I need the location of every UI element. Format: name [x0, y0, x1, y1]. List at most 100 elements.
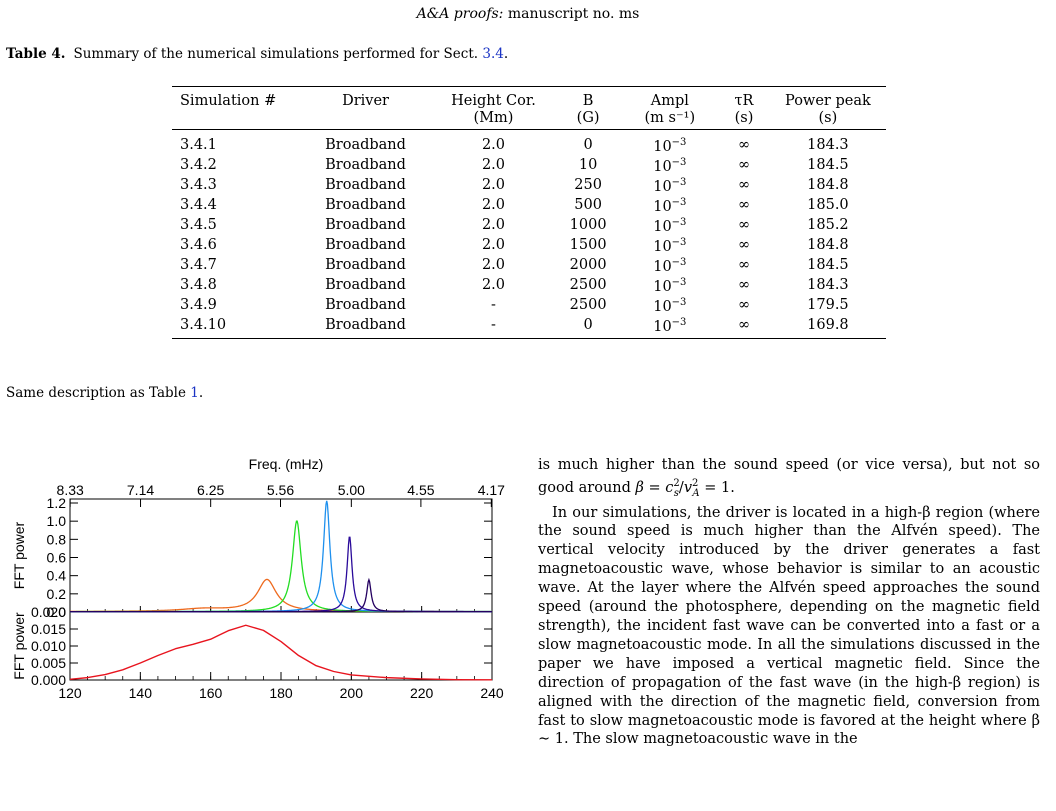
table-note: Same description as Table 1. — [6, 385, 203, 401]
table-cell: 3.4.4 — [180, 197, 217, 213]
table-cell: 1000 — [569, 217, 607, 233]
table-cell: ∞ — [737, 297, 751, 313]
top-y-tick-label: 0.4 — [47, 568, 67, 584]
table-cell: - — [491, 297, 496, 313]
text-column: is much higher than the sound speed (or … — [538, 456, 1040, 749]
table-cell: 10−3 — [653, 217, 687, 235]
table-row: 3.4.3 Broadband 2.0 250 10−3 ∞ 184.8 — [172, 175, 886, 195]
bottom-y-axis-label: FFT power — [11, 612, 27, 680]
top-y-tick-label: 0.0 — [47, 604, 67, 620]
column-header: τR (s) — [718, 87, 770, 130]
table-cell: 2.0 — [481, 237, 506, 253]
table-cell: 184.3 — [807, 137, 849, 153]
table-cell: 10−3 — [653, 137, 687, 155]
table-note-period: . — [198, 385, 204, 401]
table-cell: 10−3 — [653, 177, 687, 195]
table-cell: ∞ — [737, 237, 751, 253]
table-cell: Broadband — [325, 277, 406, 293]
table-cell: 250 — [574, 177, 602, 193]
section-link[interactable]: 3.4 — [482, 46, 504, 62]
table-cell: Broadband — [325, 237, 406, 253]
table-cell: Broadband — [325, 197, 406, 213]
table-caption-text: Summary of the numerical simulations per… — [73, 46, 479, 62]
manuscript-number: manuscript no. ms — [507, 6, 640, 22]
column-header-unit: (G) — [576, 110, 600, 126]
table-cell: Broadband — [325, 177, 406, 193]
table-cell: 10−3 — [653, 237, 687, 255]
table-cell: 2500 — [569, 297, 607, 313]
period-tick-label: 240 — [480, 685, 504, 701]
caption-period: . — [503, 46, 509, 62]
table-row: 3.4.2 Broadband 2.0 10 10−3 ∞ 184.5 — [172, 155, 886, 175]
column-header-label: Simulation # — [180, 93, 277, 109]
table-cell: 10−3 — [653, 297, 687, 315]
freq-tick-label: 7.14 — [127, 482, 154, 498]
paragraph-2: In our simulations, the driver is locate… — [538, 504, 1040, 748]
table-ref-link[interactable]: 1 — [190, 385, 199, 401]
column-header-unit: (Mm) — [473, 110, 514, 126]
table-cell: 2.0 — [481, 257, 506, 273]
column-header: Driver — [299, 87, 432, 130]
table-cell: 10−3 — [653, 157, 687, 175]
period-tick-label: 200 — [340, 685, 364, 701]
table-cell: 1500 — [569, 237, 607, 253]
table-cell: 0 — [583, 137, 593, 153]
table-cell: 3.4.8 — [180, 277, 217, 293]
bottom-series-line-1 — [69, 624, 493, 681]
table-cell: 10−3 — [653, 197, 687, 215]
top-y-axis-label: FFT power — [11, 521, 27, 589]
running-header: A&A proofs: manuscript no. ms — [0, 6, 1056, 22]
table-cell: 2.0 — [481, 137, 506, 153]
table-cell: Broadband — [325, 217, 406, 233]
bottom-y-tick-label: 0.020 — [31, 604, 66, 620]
simulation-table: Simulation # Driver Height Cor. (Mm) B (G) Amp… — [172, 86, 886, 339]
bottom-y-tick-label: 0.000 — [31, 672, 66, 688]
table-cell: 10−3 — [653, 277, 687, 295]
column-header: B (G) — [555, 87, 622, 130]
table-row: 3.4.8 Broadband 2.0 2500 10−3 ∞ 184.3 — [172, 275, 886, 295]
table-cell: 2500 — [569, 277, 607, 293]
column-header-label: Height Cor. — [451, 93, 536, 109]
journal-name: A&A proofs: — [416, 6, 504, 22]
table-cell: 3.4.7 — [180, 257, 217, 273]
table-caption: Table 4. Summary of the numerical simulat… — [6, 46, 508, 62]
table-cell: 184.5 — [807, 257, 849, 273]
table-note-text: Same description as Table — [6, 385, 186, 401]
bottom-y-tick-label: 0.015 — [31, 621, 66, 637]
table-cell: ∞ — [737, 197, 751, 213]
column-header: Power peak (s) — [770, 87, 886, 130]
table-cell: 10 — [578, 157, 598, 173]
table-cell: 2.0 — [481, 157, 506, 173]
column-header: Simulation # — [172, 87, 299, 130]
column-header-label: Driver — [342, 93, 389, 109]
table-cell: 500 — [574, 197, 602, 213]
table-row: 3.4.5 Broadband 2.0 1000 10−3 ∞ 185.2 — [172, 215, 886, 235]
table-cell: 2000 — [569, 257, 607, 273]
bottom-y-tick-label: 0.010 — [31, 638, 66, 654]
table-cell: ∞ — [737, 177, 751, 193]
table-cell: 0 — [583, 317, 593, 333]
table-cell: 3.4.2 — [180, 157, 217, 173]
table-cell: ∞ — [737, 277, 751, 293]
period-tick-label: 160 — [199, 685, 223, 701]
column-header-unit: (m s⁻¹) — [644, 110, 696, 126]
table-row: 3.4.10 Broadband - 0 10−3 ∞ 169.8 — [172, 315, 886, 339]
freq-tick-label: 5.56 — [267, 482, 294, 498]
table-cell: ∞ — [737, 217, 751, 233]
top-y-tick-label: 1.2 — [47, 495, 67, 511]
table-cell: 3.4.3 — [180, 177, 217, 193]
table-cell: 3.4.5 — [180, 217, 217, 233]
period-tick-label: 140 — [129, 685, 153, 701]
table-cell: 185.2 — [807, 217, 849, 233]
freq-tick-label: 4.55 — [407, 482, 434, 498]
table-row: 3.4.7 Broadband 2.0 2000 10−3 ∞ 184.5 — [172, 255, 886, 275]
column-header-label: Ampl — [650, 93, 689, 109]
table-cell: 3.4.1 — [180, 137, 217, 153]
table-cell: - — [491, 317, 496, 333]
table-cell: 3.4.6 — [180, 237, 217, 253]
freq-axis-title: Freq. (mHz) — [249, 456, 324, 472]
bottom-panel-frame — [69, 611, 493, 681]
table-cell: Broadband — [325, 137, 406, 153]
table-cell: 184.3 — [807, 277, 849, 293]
table-cell: Broadband — [325, 157, 406, 173]
